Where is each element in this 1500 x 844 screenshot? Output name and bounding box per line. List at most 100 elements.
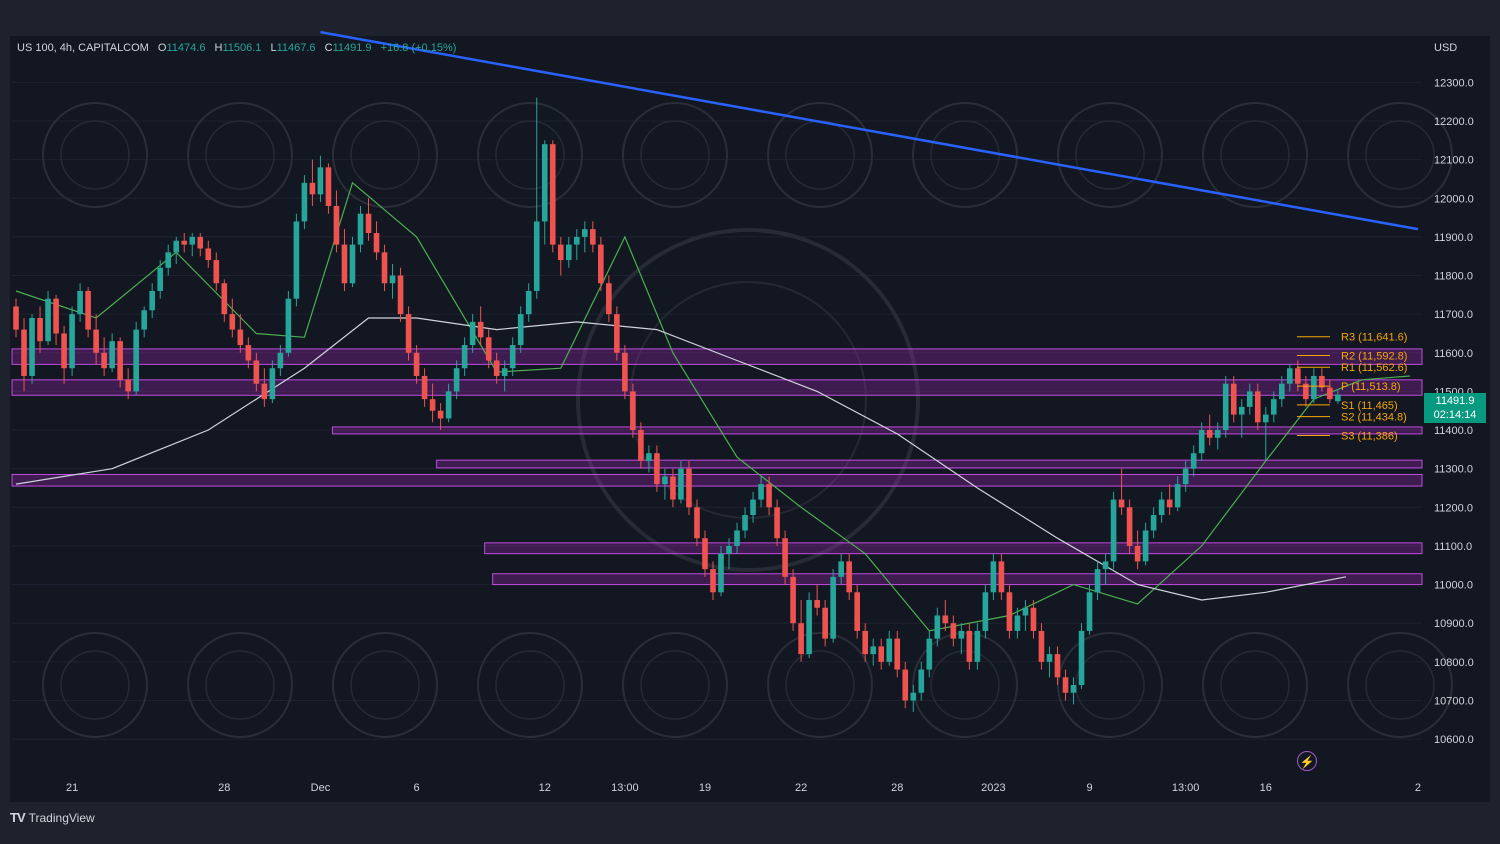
candle-body [766, 484, 772, 508]
candle-body [1246, 391, 1253, 407]
candle-body [622, 352, 628, 392]
pivot-label: R1 (11,562.6) [1341, 362, 1407, 374]
y-tick-label: 11700.0 [1434, 309, 1473, 321]
watermark-ring [350, 120, 420, 190]
candle [758, 476, 764, 508]
candle-body [1222, 383, 1229, 431]
y-tick-label: 11800.0 [1434, 271, 1473, 283]
candle [1086, 584, 1093, 635]
candle [1270, 391, 1277, 423]
candle [1238, 399, 1245, 438]
candle-body [141, 310, 147, 330]
watermark-ring [767, 102, 873, 208]
x-tick-label: 28 [891, 782, 903, 794]
candle-body [886, 638, 893, 662]
candle [870, 638, 877, 666]
candle [29, 314, 35, 384]
watermark-ring [912, 632, 1018, 738]
candle-body [573, 236, 580, 245]
candle-body [213, 260, 220, 284]
candle [990, 553, 997, 601]
candle [1335, 389, 1341, 404]
candle [109, 333, 115, 373]
candle-body [445, 391, 452, 419]
candle-body [45, 298, 51, 342]
candle [598, 236, 604, 291]
candle-body [1198, 430, 1205, 454]
candle-body [77, 290, 83, 315]
candle-body [1054, 654, 1061, 678]
lightning-icon[interactable]: ⚡ [1297, 751, 1317, 771]
watermark-ring [1220, 120, 1290, 190]
candle [806, 592, 812, 658]
candle-body [974, 630, 981, 662]
candle [437, 403, 444, 431]
candle [101, 337, 107, 376]
y-tick-label: 11200.0 [1434, 502, 1473, 514]
pivot-label: S1 (11,465) [1341, 400, 1398, 412]
candle-body [958, 630, 965, 639]
candle [253, 352, 260, 392]
candle-body [509, 345, 516, 369]
candle-body [269, 368, 276, 400]
candle [1206, 414, 1213, 446]
y-tick-label: 11300.0 [1434, 464, 1473, 476]
candle [485, 329, 492, 369]
candle-body [662, 476, 668, 485]
watermark-ring [785, 650, 855, 720]
candle-body [437, 410, 444, 419]
candle-body [1319, 375, 1325, 388]
candle [1070, 677, 1077, 705]
candle [1319, 368, 1325, 392]
candle-body [1142, 530, 1149, 562]
candle [718, 545, 724, 597]
candle [277, 345, 284, 376]
candle [1174, 476, 1181, 512]
candle [1110, 491, 1117, 570]
candle [181, 233, 188, 253]
candle [389, 263, 396, 299]
watermark-ring [187, 632, 293, 738]
zone-rect [11, 379, 1423, 396]
candle [1054, 646, 1061, 686]
watermark-ring [42, 102, 148, 208]
x-tick-label: Dec [311, 782, 331, 794]
candle [822, 600, 828, 647]
symbol-header[interactable]: US 100, 4h, CAPITALCOM O11474.6 H11506.1… [17, 42, 456, 54]
candle [926, 630, 933, 678]
candle-body [85, 290, 91, 330]
candle-body [694, 507, 700, 539]
candle-body [1182, 468, 1189, 485]
candle [533, 97, 540, 299]
watermark-ring [912, 102, 1018, 208]
candle [405, 306, 412, 361]
currency-label[interactable]: USD [1434, 42, 1458, 54]
candle [557, 236, 564, 276]
candles [13, 97, 1341, 713]
candle [966, 623, 973, 670]
candle-body [1166, 499, 1173, 508]
zone-rect [484, 542, 1423, 555]
candle [1022, 600, 1029, 631]
candle-body [325, 167, 332, 206]
candle [670, 468, 676, 508]
tradingview-footer[interactable]: TV TradingView [10, 810, 95, 825]
candle [461, 337, 468, 376]
candle [1046, 646, 1053, 678]
candle-body [1014, 615, 1021, 631]
candle [125, 368, 131, 400]
candle [622, 345, 628, 400]
candle [1262, 406, 1269, 461]
candle-body [461, 345, 468, 369]
x-tick-label: 2 [1415, 782, 1421, 794]
candle-body [533, 221, 540, 291]
candle-body [1094, 569, 1101, 593]
candle-body [293, 221, 300, 299]
candle [1118, 468, 1125, 516]
candle-body [774, 507, 780, 539]
watermark-ring [1220, 650, 1290, 720]
candle [317, 155, 324, 203]
candle-body [485, 337, 492, 361]
candle [902, 661, 909, 709]
